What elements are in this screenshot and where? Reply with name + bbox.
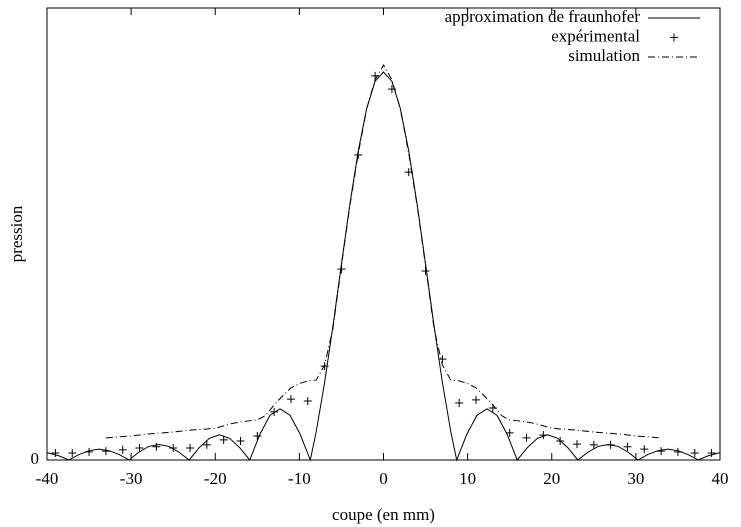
data-point [589, 440, 598, 449]
data-point [85, 447, 94, 456]
data-point [640, 445, 649, 454]
data-point [707, 449, 716, 458]
x-tick-label: 20 [543, 469, 560, 488]
data-point [539, 431, 548, 440]
data-point [623, 442, 632, 451]
data-point [657, 447, 666, 456]
data-line [46, 71, 721, 462]
data-point [522, 433, 531, 442]
data-point [455, 398, 464, 407]
legend-marker [670, 33, 678, 42]
x-axis-label: coupe (en mm) [332, 505, 435, 524]
data-point [68, 449, 77, 458]
data-point [438, 355, 447, 364]
data-point [556, 436, 565, 445]
data-point [606, 440, 615, 449]
x-tick-label: 10 [459, 469, 476, 488]
data-point [236, 436, 245, 445]
x-tick-label: -10 [288, 469, 311, 488]
data-point [101, 447, 110, 456]
x-tick-label: 30 [627, 469, 644, 488]
x-tick-label: 40 [712, 469, 729, 488]
data-point [118, 445, 127, 454]
legend-label: expérimental [551, 26, 640, 45]
x-tick-label: -20 [204, 469, 227, 488]
data-point [472, 395, 481, 404]
data-point [51, 449, 60, 458]
y-axis-label: pression [7, 205, 26, 262]
data-point [690, 449, 699, 458]
data-point [219, 435, 228, 444]
data-point [135, 443, 144, 452]
x-tick-label: 0 [379, 469, 388, 488]
data-point [303, 397, 312, 406]
data-point [673, 447, 682, 456]
data-point [320, 362, 329, 371]
x-tick-label: -40 [36, 469, 59, 488]
data-point [202, 440, 211, 449]
x-tick-label: -30 [120, 469, 143, 488]
data-point [152, 442, 161, 451]
data-point [169, 443, 178, 452]
data-point [286, 395, 295, 404]
data-point [505, 428, 514, 437]
data-point [253, 431, 262, 440]
plot-frame [46, 7, 721, 461]
data-point [270, 407, 279, 416]
y-tick-label: 0 [31, 449, 40, 468]
data-point [354, 151, 363, 160]
legend-label: approximation de fraunhofer [445, 7, 641, 26]
data-line [105, 64, 662, 439]
data-point [572, 440, 581, 449]
data-point [186, 443, 195, 452]
legend-label: simulation [568, 46, 640, 65]
